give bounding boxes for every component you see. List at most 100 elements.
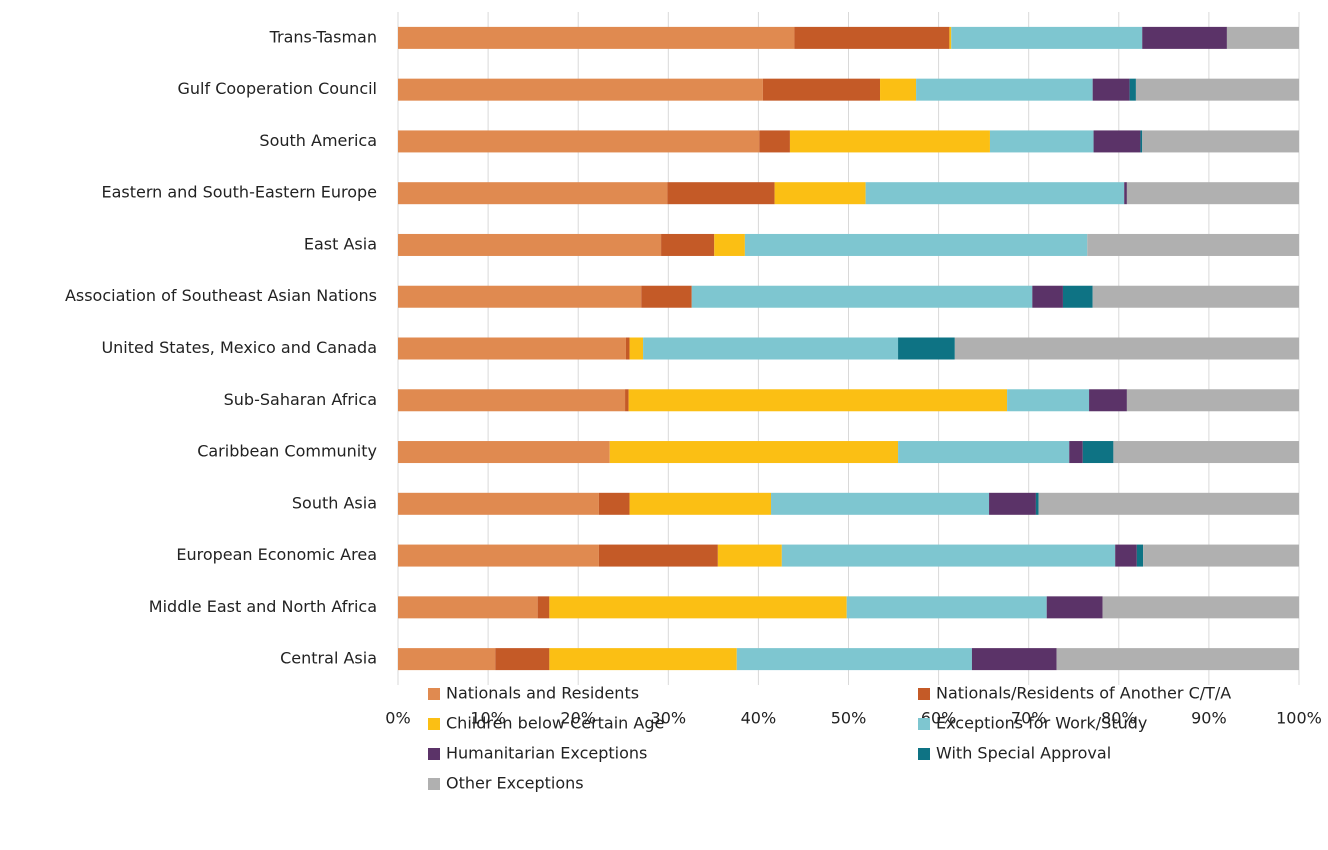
bar-segment [898,441,1070,464]
legend-label: Humanitarian Exceptions [446,744,647,763]
bar-segment [1062,285,1093,308]
bar-segment [789,130,990,153]
bar-segment [398,285,642,308]
bar-segment [625,389,629,412]
bar-segment [1032,285,1063,308]
legend-swatch [428,718,440,730]
bar-segment [1082,441,1114,464]
bar-segment [398,130,760,153]
x-tick-label: 0% [385,709,410,728]
legend-swatch [918,748,930,760]
bar-segment [736,648,972,671]
x-tick-label: 90% [1191,709,1227,728]
y-tick-label: Eastern and South-Eastern Europe [101,183,377,202]
bar-segment [398,441,610,464]
bar-segment [625,337,630,360]
x-tick-label: 100% [1276,709,1322,728]
bar-segment [641,285,692,308]
bar-segment [865,182,1125,205]
bar-segment [1129,78,1136,101]
bar-segment [1092,285,1299,308]
bar-segment [1124,182,1127,205]
legend-swatch [428,748,440,760]
y-tick-label: South America [259,131,377,150]
bar-segment [989,130,1094,153]
y-tick-label: Gulf Cooperation Council [178,79,378,98]
bar-segment [1140,130,1143,153]
bar-segment [398,596,538,619]
bar-segment [949,26,952,49]
bar-segment [1069,441,1083,464]
legend-label: With Special Approval [936,744,1111,763]
bar-segment [398,337,626,360]
bar-segment [495,648,550,671]
y-tick-label: Trans-Tasman [269,27,377,46]
bar-segment [744,233,1088,256]
bar-segment [971,648,1057,671]
bar-segment [661,233,715,256]
bar-segment [1035,492,1039,515]
bar-segment [1135,78,1299,101]
bar-segment [794,26,950,49]
x-tick-label: 10% [470,709,506,728]
y-tick-label: United States, Mexico and Canada [101,338,377,357]
bar-segment [774,182,866,205]
bar-segment [1056,648,1299,671]
bar-segment [398,648,496,671]
legend-label: Exceptions for Work/Study [936,714,1147,733]
bar-segment [643,337,899,360]
bar-segment [916,78,1093,101]
y-tick-label: Central Asia [280,649,377,668]
bar-segment [398,78,763,101]
bar-segment [846,596,1047,619]
bar-segment [629,337,644,360]
bar-segment [609,441,899,464]
bar-segment [667,182,775,205]
bar-segment [398,389,626,412]
bar-segment [1226,26,1299,49]
bar-segment [717,544,782,567]
legend-swatch [918,688,930,700]
bar-segment [398,492,599,515]
bar-segment [537,596,550,619]
bar-segment [1087,233,1299,256]
x-tick-label: 50% [831,709,867,728]
bar-segment [1142,130,1299,153]
bar-segment [1038,492,1299,515]
bar-segment [1007,389,1090,412]
bar-segment [898,337,955,360]
bar-segment [989,492,1036,515]
bar-segment [398,544,599,567]
bar-segment [1143,544,1299,567]
legend-label: Nationals/Residents of Another C/T/A [936,684,1231,703]
bar-segment [1142,26,1227,49]
bar-segment [549,596,847,619]
y-tick-label: European Economic Area [176,545,377,564]
x-tick-label: 30% [651,709,687,728]
bar-segment [1136,544,1144,567]
bar-segment [398,26,795,49]
bar-segment [781,544,1116,567]
bar-segment [1113,441,1299,464]
legend-swatch [428,688,440,700]
bar-segment [880,78,917,101]
y-tick-label: East Asia [304,234,377,253]
bar-segment [549,648,737,671]
legend-swatch [428,778,440,790]
bar-segment [951,26,1143,49]
bar-segment [1092,78,1130,101]
bar-segment [762,78,881,101]
legend-swatch [918,718,930,730]
x-tick-label: 70% [1011,709,1047,728]
bar-segment [628,389,1008,412]
bar-segment [629,492,772,515]
bar-segment [1115,544,1137,567]
y-tick-label: Association of Southeast Asian Nations [65,286,377,305]
bar-segment [398,182,668,205]
legend-label: Other Exceptions [446,774,584,793]
bar-segment [398,233,662,256]
legend-label: Children below Certain Age [446,714,664,733]
bar-segment [759,130,790,153]
bar-segment [1102,596,1299,619]
